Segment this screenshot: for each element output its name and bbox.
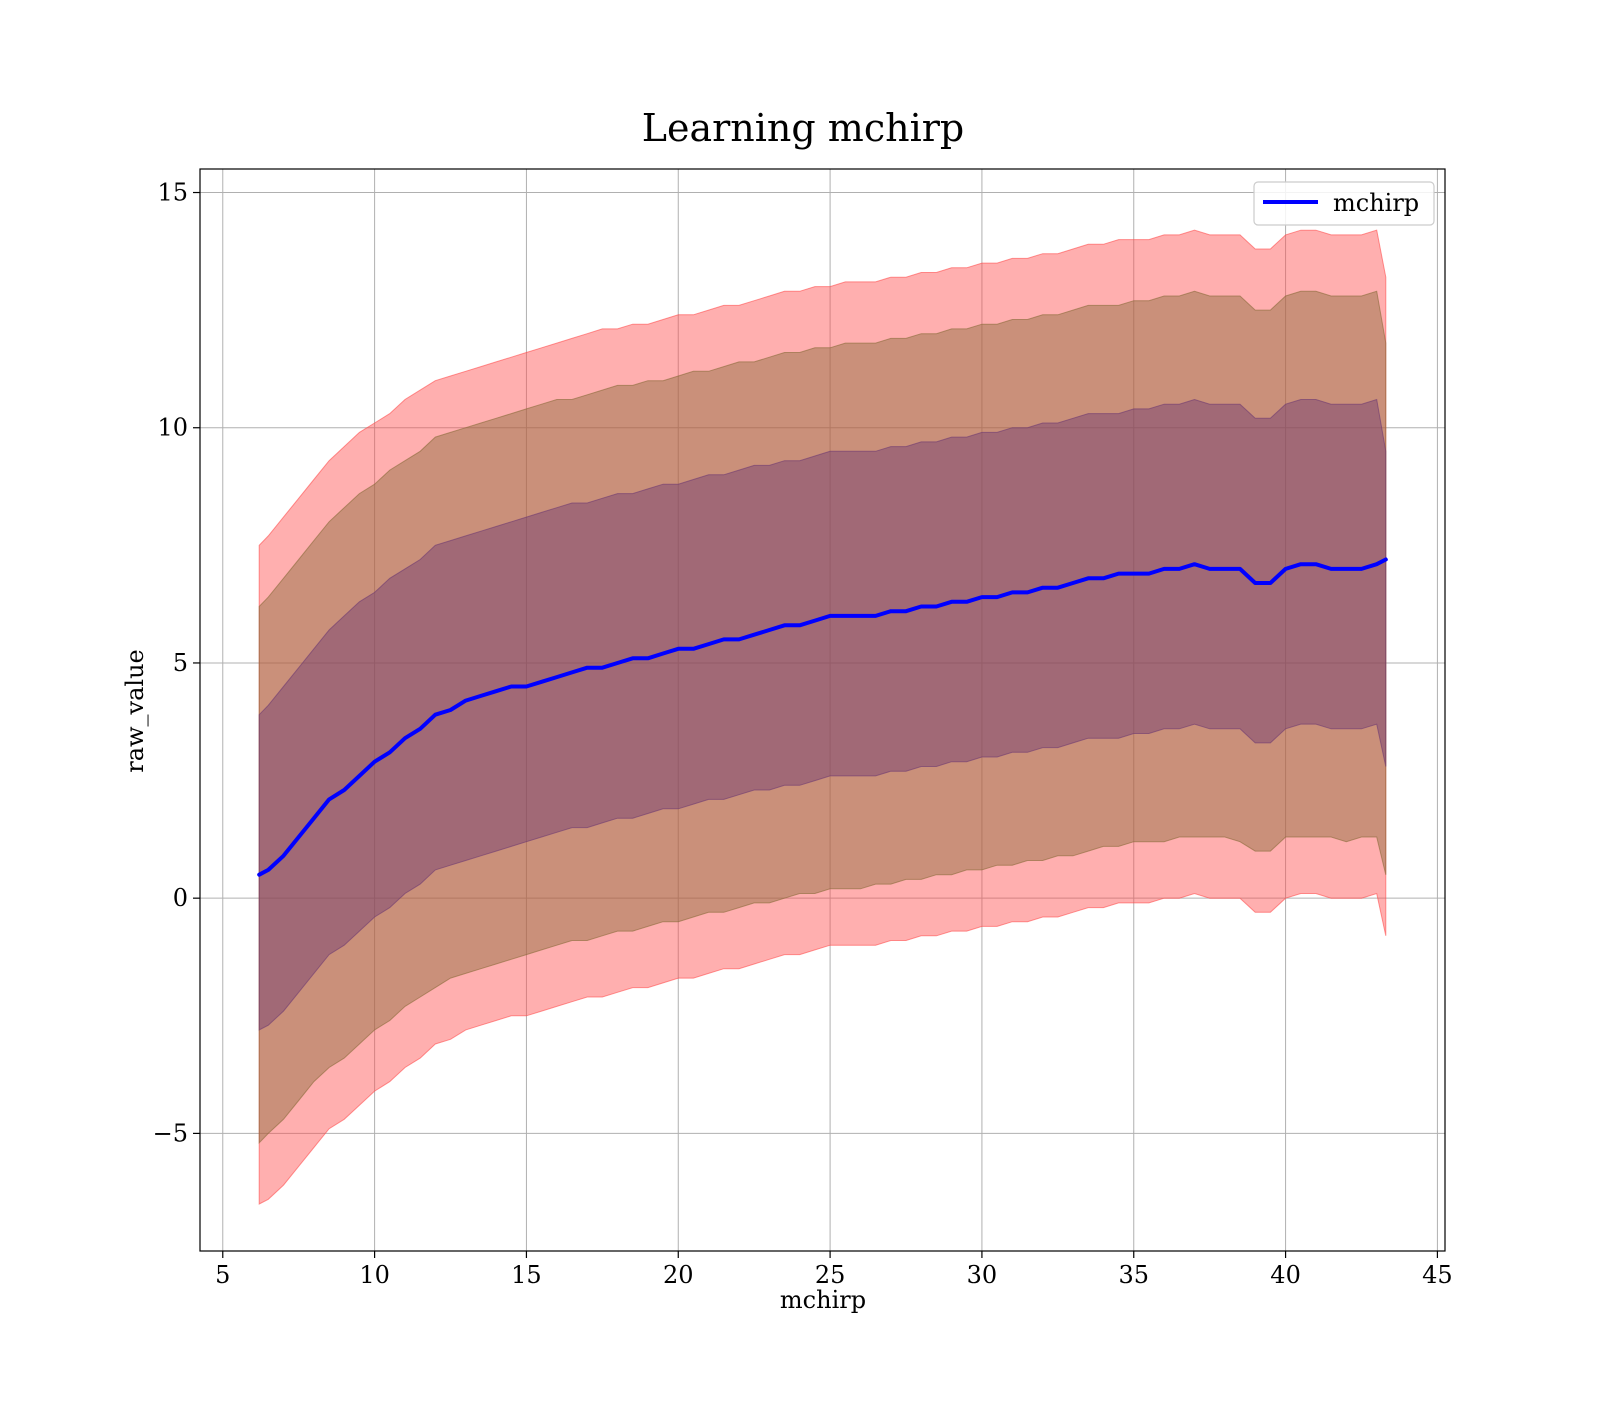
y-tick-label: 0 bbox=[173, 884, 188, 912]
x-tick-label: 25 bbox=[815, 1261, 846, 1289]
x-tick-label: 20 bbox=[663, 1261, 694, 1289]
axis-ticks: 5 10 15 20 25 30 35 40 45 −5 0 5 10 15 bbox=[153, 179, 1453, 1289]
y-axis-label: raw_value bbox=[121, 649, 149, 773]
series-line-mchirp bbox=[257, 557, 1388, 877]
y-tick-label: 5 bbox=[173, 649, 188, 677]
x-tick-label: 35 bbox=[1118, 1261, 1149, 1289]
chart-title: Learning mchirp bbox=[642, 106, 964, 150]
x-tick-label: 10 bbox=[359, 1261, 390, 1289]
series-lines bbox=[257, 557, 1388, 877]
x-tick-label: 40 bbox=[1270, 1261, 1301, 1289]
y-tick-label: −5 bbox=[153, 1119, 188, 1147]
band-inner bbox=[258, 398, 1387, 1031]
confidence-bands bbox=[258, 229, 1387, 1205]
band-outer bbox=[258, 229, 1387, 1205]
x-tick-label: 30 bbox=[967, 1261, 998, 1289]
band-middle bbox=[258, 290, 1387, 1145]
legend-box bbox=[1253, 181, 1435, 226]
legend-label: mchirp bbox=[1333, 189, 1419, 217]
y-tick-label: 15 bbox=[157, 179, 188, 207]
x-tick-label: 5 bbox=[215, 1261, 230, 1289]
x-tick-label: 45 bbox=[1422, 1261, 1453, 1289]
plot-frame bbox=[199, 168, 1446, 1252]
x-tick-label: 15 bbox=[511, 1261, 542, 1289]
x-axis-label: mchirp bbox=[780, 1286, 866, 1314]
y-tick-label: 10 bbox=[157, 414, 188, 442]
legend: mchirp bbox=[1253, 181, 1435, 226]
